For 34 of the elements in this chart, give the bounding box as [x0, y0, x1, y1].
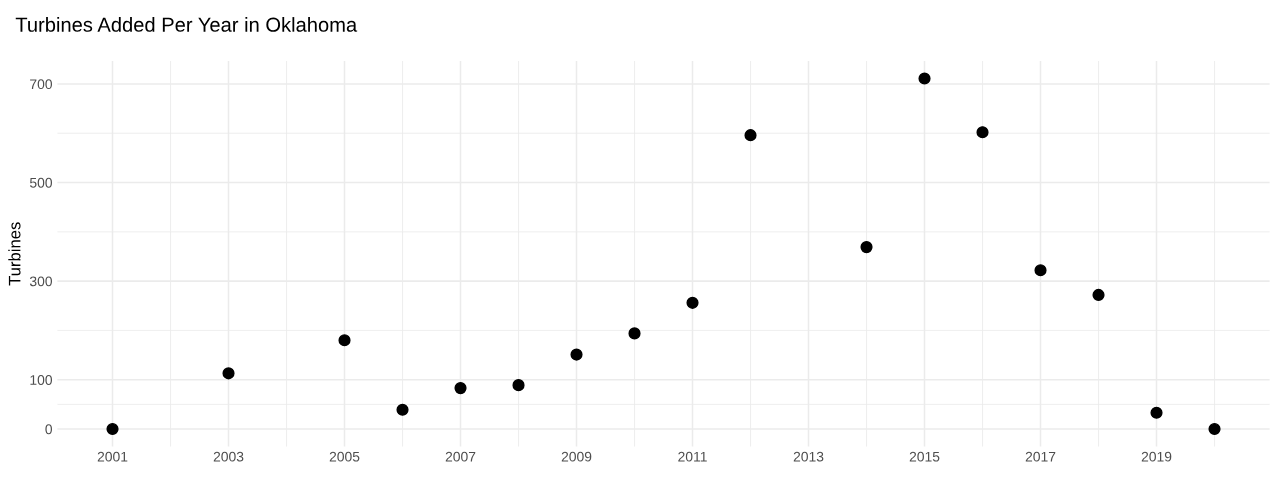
point: [860, 241, 873, 254]
y-tick-label: 300: [29, 276, 53, 287]
point: [222, 367, 235, 380]
x-tick-label: 2001: [97, 451, 128, 462]
point: [1034, 264, 1047, 277]
y-tick-label: 500: [29, 177, 53, 188]
point: [1150, 406, 1163, 419]
chart-title: Turbines Added Per Year in Oklahoma: [15, 17, 358, 32]
x-tick-label: 2017: [1025, 451, 1056, 462]
point: [338, 334, 351, 347]
point: [454, 382, 467, 395]
point: [744, 129, 757, 142]
point: [1208, 422, 1221, 436]
point: [570, 348, 583, 361]
y-tick-label: 0: [45, 424, 53, 435]
y-tick-label: 100: [30, 375, 53, 385]
y-tick-label: 700: [30, 79, 53, 90]
x-tick-label: 2005: [329, 451, 360, 462]
x-tick-label: 2007: [445, 451, 476, 462]
point: [628, 327, 641, 340]
point: [976, 126, 989, 139]
point: [106, 422, 119, 436]
point: [396, 403, 409, 416]
x-tick-label: 2015: [909, 451, 940, 462]
y-axis-title: Turbines: [8, 222, 21, 286]
x-tick-label: 2011: [678, 451, 707, 462]
x-tick-label: 2009: [561, 451, 592, 462]
x-tick-label: 2013: [793, 451, 824, 462]
point: [1092, 288, 1105, 301]
x-tick-label: 2003: [213, 451, 244, 462]
point: [686, 296, 699, 309]
point: [918, 72, 931, 85]
point: [512, 379, 525, 392]
x-tick-label: 2019: [1141, 451, 1172, 462]
